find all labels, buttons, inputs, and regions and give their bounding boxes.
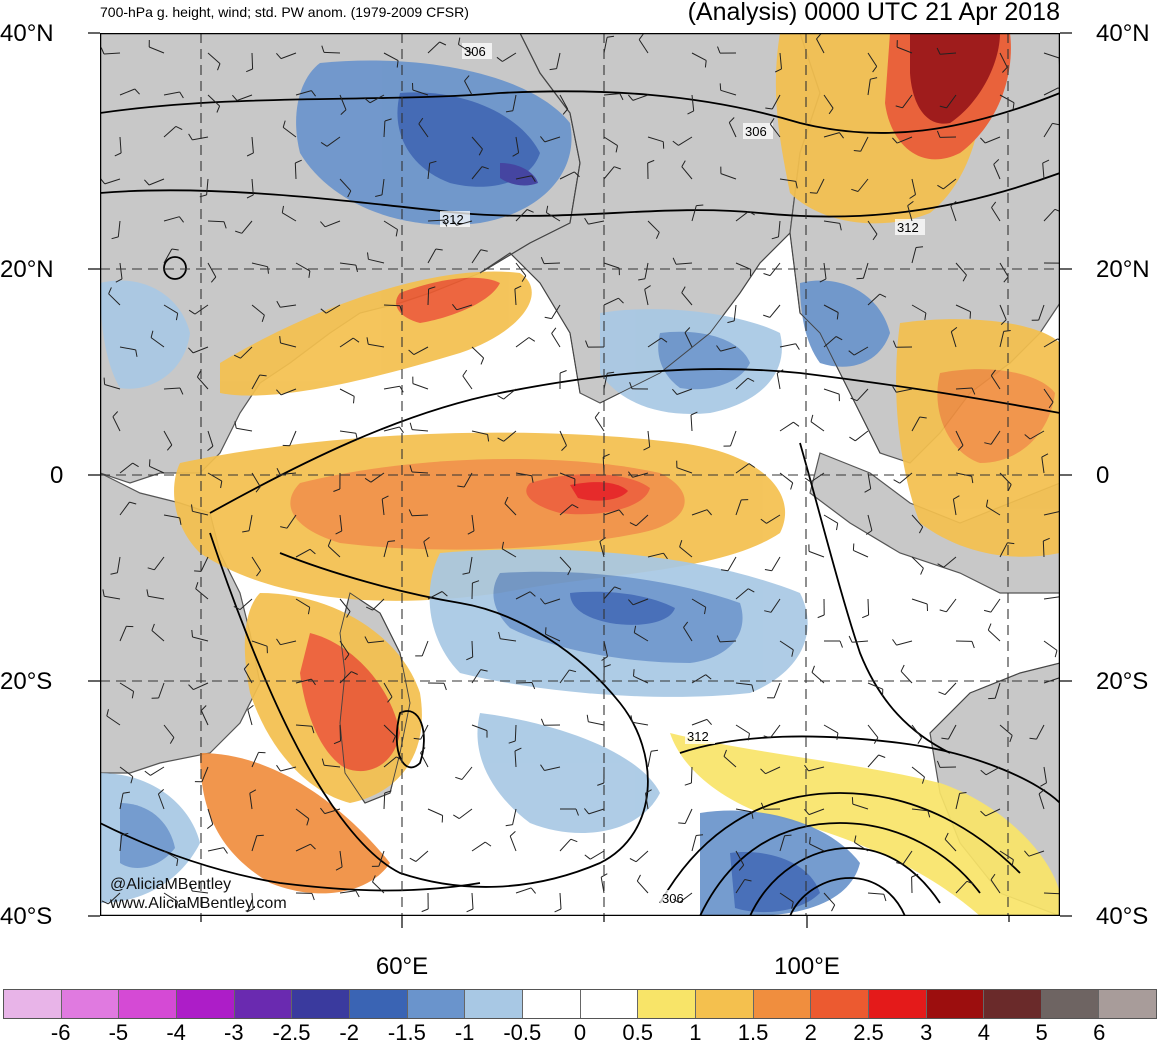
colorbar-swatch xyxy=(581,990,639,1018)
colorbar-label: 1 xyxy=(689,1020,701,1046)
wind-barb-flag xyxy=(634,669,635,676)
lat-label-20n-left: 20°N xyxy=(0,258,54,282)
wind-barb-flag xyxy=(546,627,547,634)
colorbar-swatch xyxy=(1099,990,1156,1018)
wind-barb-flag xyxy=(678,823,685,824)
wind-barb xyxy=(472,641,473,657)
map-svg: 306 306 312 312 312 306 xyxy=(100,33,1060,916)
colorbar-label: -5 xyxy=(109,1020,129,1046)
wind-barb xyxy=(691,767,692,783)
credit-website: www.AliciaMBentley.com xyxy=(110,895,287,913)
wind-barb xyxy=(428,289,429,305)
chart-title-right: (Analysis) 0000 UTC 21 Apr 2018 xyxy=(688,0,1060,27)
wind-barb-flag xyxy=(194,571,201,572)
colorbar-label: 2.5 xyxy=(853,1020,884,1046)
wind-barb-flag xyxy=(696,835,703,836)
colorbar-swatch xyxy=(177,990,235,1018)
colorbar-swatch xyxy=(811,990,869,1018)
colorbar-label: -2 xyxy=(339,1020,359,1046)
wind-barb xyxy=(252,53,253,69)
contour-label-306-north: 306 xyxy=(464,44,486,59)
chart-title-left: 700-hPa g. height, wind; std. PW anom. (… xyxy=(100,4,469,20)
lat-label-eq-right: 0 xyxy=(1096,464,1109,488)
colorbar-swatch xyxy=(984,990,1042,1018)
lat-label-40s-right: 40°S xyxy=(1096,905,1148,929)
colorbar-label: 5 xyxy=(1035,1020,1047,1046)
colorbar-label: 3 xyxy=(920,1020,932,1046)
colorbar-swatch xyxy=(62,990,120,1018)
colorbar-swatch xyxy=(235,990,293,1018)
wind-barb-flag xyxy=(785,835,792,836)
lon-label-100e: 100°E xyxy=(774,953,840,981)
lon-label-60e: 60°E xyxy=(376,953,428,981)
colorbar-label: 0 xyxy=(574,1020,586,1046)
lat-label-20s-left: 20°S xyxy=(0,670,52,694)
wind-barb xyxy=(295,163,296,179)
wind-barb-flag xyxy=(354,396,355,403)
wind-barb-flag xyxy=(857,278,864,279)
contour-label-306-south: 306 xyxy=(662,891,684,906)
colorbar-label: -1 xyxy=(455,1020,475,1046)
wind-barb xyxy=(544,263,560,264)
colorbar-swatch xyxy=(4,990,62,1018)
lat-label-40n-left: 40°N xyxy=(0,22,54,46)
lat-label-eq-left: 0 xyxy=(50,464,63,488)
colorbar-swatch xyxy=(754,990,812,1018)
wind-barb-flag xyxy=(104,378,105,385)
colorbar-label: -4 xyxy=(166,1020,186,1046)
wind-barb-flag xyxy=(720,83,721,90)
wind-barb xyxy=(324,52,340,53)
wind-barb-flag xyxy=(810,193,817,194)
wind-barb xyxy=(516,683,532,684)
colorbar-swatch xyxy=(292,990,350,1018)
colorbar-swatch xyxy=(119,990,177,1018)
wind-barb-flag xyxy=(810,837,811,844)
wind-barb xyxy=(868,599,869,615)
wind-barb xyxy=(1043,541,1044,557)
colorbar-swatch xyxy=(927,990,985,1018)
colorbar-label: -1.5 xyxy=(388,1020,426,1046)
credit-handle: @AliciaMBentley xyxy=(110,876,231,894)
colorbar-label: 2 xyxy=(805,1020,817,1046)
colorbar-label: -6 xyxy=(51,1020,71,1046)
colorbar-label: -3 xyxy=(224,1020,244,1046)
lat-label-40s-left: 40°S xyxy=(0,905,52,929)
lat-label-40n-right: 40°N xyxy=(1096,22,1150,46)
wind-barb-flag xyxy=(192,630,193,637)
colorbar-swatch xyxy=(696,990,754,1018)
contour-label-312-china: 312 xyxy=(897,220,919,235)
colorbar-swatch xyxy=(1042,990,1100,1018)
colorbar-swatch xyxy=(523,990,581,1018)
colorbar-label: 6 xyxy=(1093,1020,1105,1046)
contour-label-306-tibet: 306 xyxy=(745,124,767,139)
colorbar-label: -0.5 xyxy=(503,1020,541,1046)
wind-barb-flag xyxy=(916,247,923,248)
map-panel: 306 306 312 312 312 306 xyxy=(100,33,1060,916)
wind-barb-flag xyxy=(696,205,703,206)
wind-barb xyxy=(384,793,385,809)
colorbar-label: 1.5 xyxy=(738,1020,769,1046)
colorbar-label: 0.5 xyxy=(622,1020,653,1046)
colorbar-label: 4 xyxy=(978,1020,990,1046)
colorbar-swatch xyxy=(869,990,927,1018)
lat-label-20s-right: 20°S xyxy=(1096,670,1148,694)
wind-barb xyxy=(340,725,341,741)
colorbar-swatch xyxy=(350,990,408,1018)
contour-label-312-south: 312 xyxy=(687,729,709,744)
colorbar-swatch xyxy=(465,990,523,1018)
colorbar-label: -2.5 xyxy=(273,1020,311,1046)
wind-barb xyxy=(208,221,224,222)
colorbar-swatch xyxy=(638,990,696,1018)
colorbar xyxy=(3,989,1157,1019)
colorbar-swatch xyxy=(408,990,466,1018)
lat-label-20n-right: 20°N xyxy=(1096,258,1150,282)
wind-barb xyxy=(515,725,516,741)
